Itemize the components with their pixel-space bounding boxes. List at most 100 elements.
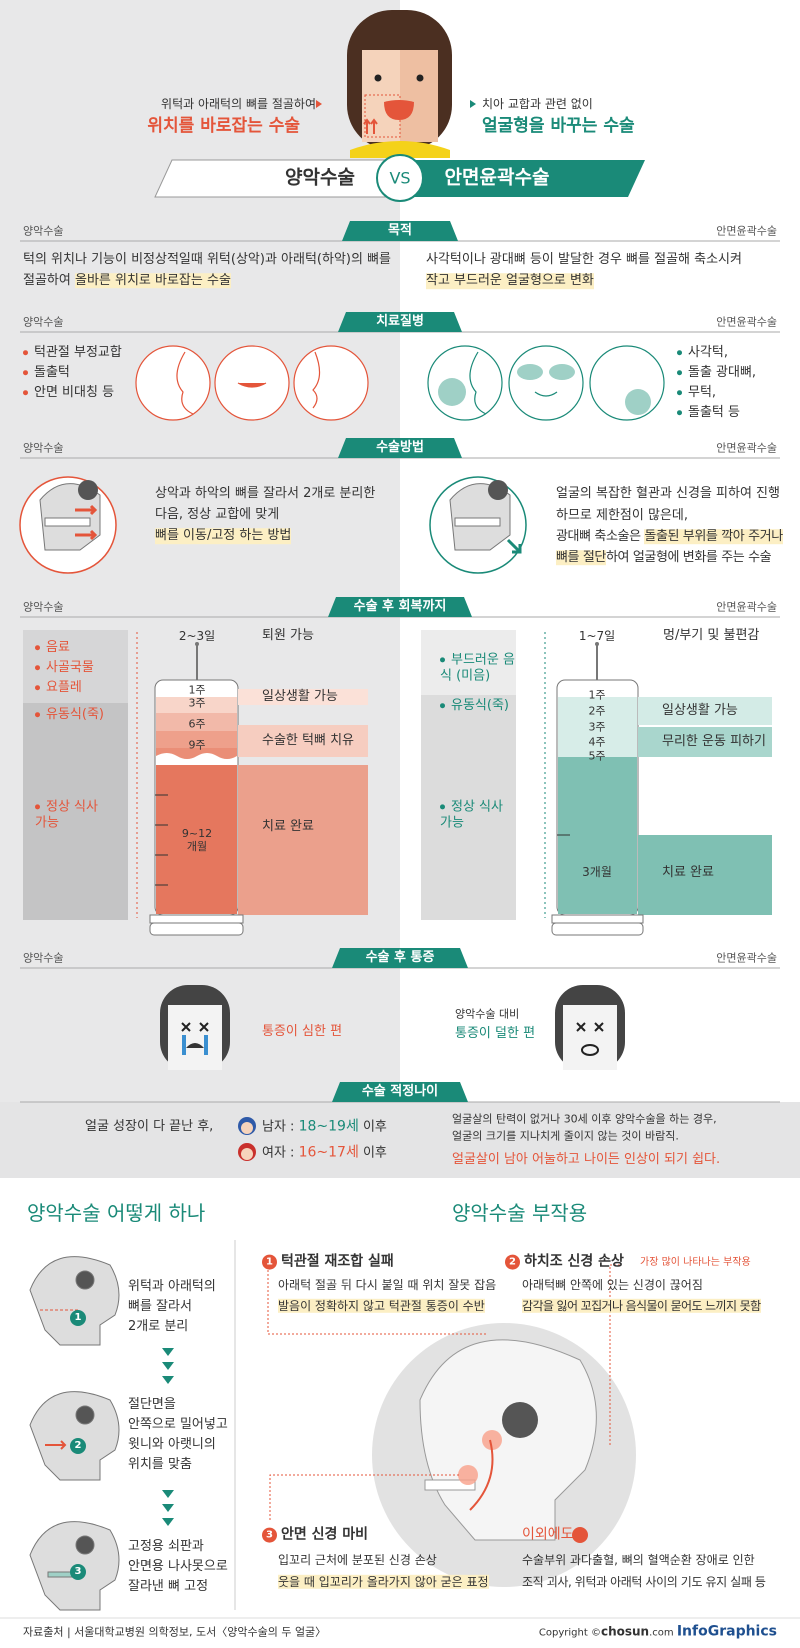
step-markers bbox=[70, 1310, 174, 1580]
recovery-right-art bbox=[421, 630, 772, 936]
effect-title: 1 턱관절 재조합 실패 bbox=[262, 1254, 394, 1271]
side-effects-title: 양악수술 부작용 bbox=[452, 1201, 588, 1225]
side-label: 안면윤곽수술 bbox=[716, 951, 777, 965]
side-label: 안면윤곽수술 bbox=[716, 224, 777, 238]
text: 정상 식사 가능 bbox=[440, 799, 503, 830]
text-line: 얼굴의 크기를 지나치게 줄이지 않는 것이 바람직. bbox=[452, 1129, 679, 1143]
list-item: 사각턱, bbox=[677, 345, 728, 361]
milestone: 수술한 턱뼈 치유 bbox=[262, 733, 354, 749]
diet-item: 음료 bbox=[35, 640, 70, 656]
source: 자료출처 | 서울대학교병원 의학정보, 도서〈양악수술의 두 얼굴〉 bbox=[23, 1625, 327, 1639]
effect-note: 가장 많이 나타나는 부작용 bbox=[640, 1257, 751, 1268]
effect-title: 3 안면 신경 마비 bbox=[262, 1527, 368, 1544]
text-line: 얼굴의 복잡한 혈관과 신경을 피하여 진행 bbox=[556, 486, 780, 502]
section-tabs bbox=[20, 221, 780, 1103]
label: 여자 : bbox=[262, 1145, 299, 1161]
period: 1~7일 bbox=[578, 628, 616, 643]
disease-illustrations-right bbox=[427, 345, 665, 421]
side-label: 안면윤곽수술 bbox=[716, 315, 777, 329]
side-label: 양악수술 bbox=[23, 441, 64, 455]
text-line: 뼈를 절단하여 얼굴형에 변화를 주는 수술 bbox=[556, 550, 772, 566]
side-effect-illustration bbox=[267, 1264, 636, 1587]
list-item: 돌출 광대뼈, bbox=[677, 365, 756, 381]
text-line: 얼굴살의 탄력이 없거나 30세 이후 양악수술을 하는 경우, bbox=[452, 1112, 717, 1126]
text: 유동식(죽) bbox=[451, 698, 509, 714]
diet-item: 사골국물 bbox=[35, 660, 94, 676]
text: 안면 비대칭 등 bbox=[34, 385, 115, 401]
step-line: 위턱과 아래턱의 bbox=[128, 1279, 216, 1295]
text-line: 하므로 제한점이 많은데, bbox=[556, 508, 688, 524]
pain-text: 통증이 덜한 편 bbox=[455, 1026, 536, 1042]
infographics: InfoGraphics bbox=[676, 1623, 777, 1640]
list-item: 안면 비대칭 등 bbox=[23, 385, 114, 401]
effect-highlight: 감각을 잃어 꼬집거나 음식물이 묻어도 느끼지 못함 bbox=[522, 1298, 761, 1314]
how-title: 양악수술 어떻게 하나 bbox=[27, 1201, 206, 1225]
pain-note: 양악수술 대비 bbox=[455, 1007, 520, 1021]
text: 광대뼈 축소술은 bbox=[556, 529, 645, 545]
section-title: 치료질병 bbox=[376, 314, 424, 330]
text: 사골국물 bbox=[46, 660, 94, 676]
section-title: 목적 bbox=[388, 223, 412, 239]
pain-text: 통증이 심한 편 bbox=[262, 1024, 343, 1040]
method-illustration-left bbox=[19, 476, 117, 574]
text: 절골하여 bbox=[23, 273, 75, 289]
text-line: 턱의 위치나 기능이 비정상적일때 위턱(상악)과 아래턱(하악)의 뼈를 bbox=[23, 252, 392, 268]
effect-text: 아래턱 절골 뒤 다시 붙일 때 위치 잘못 잡음 bbox=[278, 1277, 497, 1292]
age-value: 18~19세 bbox=[298, 1118, 359, 1135]
age-male: 남자 : 18~19세 이후 bbox=[262, 1119, 387, 1136]
list-item: 돌출턱 bbox=[23, 365, 70, 381]
text: 음료 bbox=[46, 640, 70, 656]
milestone: 치료 완료 bbox=[662, 865, 714, 881]
banner-right-text: 안면윤곽수술 bbox=[444, 166, 550, 189]
age-band bbox=[0, 1102, 800, 1178]
section-title: 수술방법 bbox=[376, 440, 424, 456]
warning: 얼굴살이 남아 어눌하고 나이든 인상이 되기 쉽다. bbox=[452, 1152, 721, 1168]
week: 2주 bbox=[588, 704, 606, 718]
side-label: 양악수술 bbox=[23, 315, 64, 329]
right-title: 얼굴형을 바꾸는 수술 bbox=[482, 115, 635, 136]
gender-icons bbox=[238, 1117, 256, 1161]
text: 사각턱, bbox=[688, 345, 729, 361]
step-line: 잘라낸 뼈 고정 bbox=[128, 1579, 209, 1595]
week: 3주 bbox=[188, 696, 206, 710]
step-number: 1 bbox=[74, 1312, 82, 1323]
section-title: 수술 후 회복까지 bbox=[353, 599, 447, 615]
period: 2~3일 bbox=[178, 628, 216, 643]
text: 부드러운 음식 (미음) bbox=[440, 652, 515, 683]
step-line: 위치를 맞춤 bbox=[128, 1457, 192, 1473]
section-title: 수술 후 통증 bbox=[365, 950, 435, 966]
months: 9~12 개월 bbox=[181, 826, 213, 853]
milestone: 일상생활 가능 bbox=[262, 689, 338, 705]
diet-item: 정상 식사 가능 bbox=[35, 799, 105, 830]
step-line: 절단면을 bbox=[128, 1397, 176, 1413]
months: 3개월 bbox=[582, 864, 612, 879]
side-label: 안면윤곽수술 bbox=[716, 600, 777, 614]
side-label: 양악수술 bbox=[23, 600, 64, 614]
age-female: 여자 : 16~17세 이후 bbox=[262, 1145, 387, 1162]
other-line: 수술부위 과다출혈, 뼈의 혈액순환 장애로 인한 bbox=[522, 1552, 755, 1567]
suffix: 이후 bbox=[358, 1119, 387, 1135]
age-value: 16~17세 bbox=[298, 1144, 359, 1161]
banner-left bbox=[154, 159, 403, 198]
list-item: 무턱, bbox=[677, 385, 716, 401]
left-title: 위치를 바로잡는 수술 bbox=[147, 115, 300, 136]
step-line: 안쪽으로 밀어넣고 bbox=[128, 1417, 228, 1433]
face-illustration bbox=[316, 10, 476, 158]
effect-title: 2 하치조 신경 손상 bbox=[505, 1254, 624, 1271]
effect-highlight: 발음이 정확하지 않고 턱관절 통증이 수반 bbox=[278, 1298, 485, 1314]
week: 6주 bbox=[188, 717, 206, 731]
copyright: Copyright ©chosun.com InfoGraphics bbox=[539, 1624, 777, 1641]
text: Copyright © bbox=[538, 1627, 601, 1639]
diet-item: 정상 식사 가능 bbox=[440, 799, 510, 830]
other-line: 조직 괴사, 위턱과 아래턱 사이의 기도 유지 실패 등 bbox=[522, 1574, 766, 1589]
text: 정상 식사 가능 bbox=[35, 799, 98, 830]
step-line: 2개로 분리 bbox=[128, 1319, 189, 1335]
left-caption: 위턱과 아래턱의 뼈를 절골하여 bbox=[161, 96, 316, 111]
week: 3주 bbox=[588, 720, 606, 734]
text-line: 다음, 정상 교합에 맞게 bbox=[155, 507, 280, 523]
text: 요플레 bbox=[46, 680, 82, 696]
list-item: 턱관절 부정교합 bbox=[23, 345, 122, 361]
label: 남자 : bbox=[262, 1119, 299, 1135]
